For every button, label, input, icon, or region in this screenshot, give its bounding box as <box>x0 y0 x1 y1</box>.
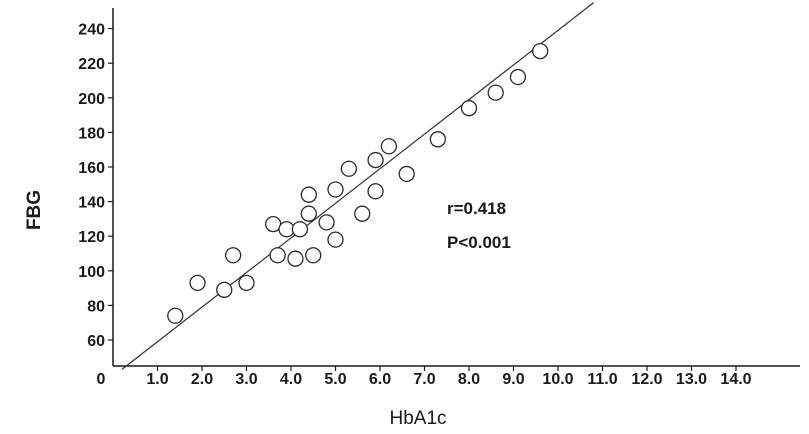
data-point <box>532 42 549 60</box>
data-point <box>380 138 398 155</box>
y-tick-label: 120 <box>78 229 105 246</box>
y-tick-label: 180 <box>78 125 105 142</box>
axes: 0 1.0 2.0 3.0 4.0 5.0 6.0 7.0 8.0 9.0 10.0 11.0 12.0… <box>78 8 800 388</box>
x-tick-label: 10.0 <box>542 371 573 388</box>
data-point <box>269 247 286 264</box>
data-point <box>367 183 384 200</box>
x-tick-label: 13.0 <box>676 371 707 388</box>
data-point <box>367 151 384 169</box>
y-tick-label: 160 <box>78 160 105 177</box>
data-point <box>318 214 335 231</box>
y-axis-title: FBG <box>24 190 45 230</box>
x-tick-label: 9.0 <box>502 371 524 388</box>
data-point <box>224 247 242 264</box>
x-tick-label: 11.0 <box>587 371 617 388</box>
data-point <box>189 274 206 292</box>
data-point <box>509 68 527 86</box>
x-axis-title: HbA1c <box>389 408 446 429</box>
data-point <box>167 307 184 324</box>
y-tick-label: 80 <box>87 298 105 315</box>
data-point <box>305 247 322 264</box>
data-point <box>300 186 317 203</box>
data-points <box>167 42 549 324</box>
x-tick-label: 4.0 <box>280 371 302 388</box>
y-tick-label: 100 <box>78 264 105 281</box>
data-point <box>460 100 478 117</box>
x-tick-label: 6.0 <box>369 371 391 388</box>
correlation-annotation: r=0.418 <box>447 199 506 218</box>
y-tick-label: 60 <box>87 333 105 350</box>
y-tick-label: 240 <box>78 22 105 39</box>
data-point <box>354 205 371 222</box>
regression-line <box>121 2 594 370</box>
data-point <box>287 250 304 267</box>
x-tick-label: 8.0 <box>458 371 480 388</box>
y-tick-label: 140 <box>78 195 105 212</box>
data-point <box>238 274 255 292</box>
data-point <box>327 181 344 198</box>
data-point <box>216 281 233 298</box>
y-tick-label: 200 <box>78 91 105 108</box>
data-point <box>429 131 447 148</box>
x-ticks: 0 1.0 2.0 3.0 4.0 5.0 6.0 7.0 8.0 9.0 10.0 11.0 12.0… <box>97 366 752 388</box>
x-tick-label: 12.0 <box>631 371 662 388</box>
data-point <box>291 221 309 238</box>
x-tick-label: 2.0 <box>191 371 213 388</box>
x-tick-label: 3.0 <box>235 371 257 388</box>
x-tick-label: 14.0 <box>720 371 751 388</box>
x-tick-label: 7.0 <box>413 371 435 388</box>
x-tick-label: 5.0 <box>324 371 346 388</box>
p-value-annotation: P<0.001 <box>447 233 511 252</box>
data-point <box>340 160 358 177</box>
y-ticks: 60 80 100 120 140 160 180 200 220 240 <box>78 22 113 350</box>
data-point <box>398 165 415 183</box>
data-point <box>487 84 504 101</box>
x-tick-label: 1.0 <box>146 371 168 388</box>
data-point <box>300 205 317 222</box>
data-point <box>327 231 344 248</box>
y-tick-label: 220 <box>78 56 105 73</box>
x-tick-label: 0 <box>97 371 106 388</box>
